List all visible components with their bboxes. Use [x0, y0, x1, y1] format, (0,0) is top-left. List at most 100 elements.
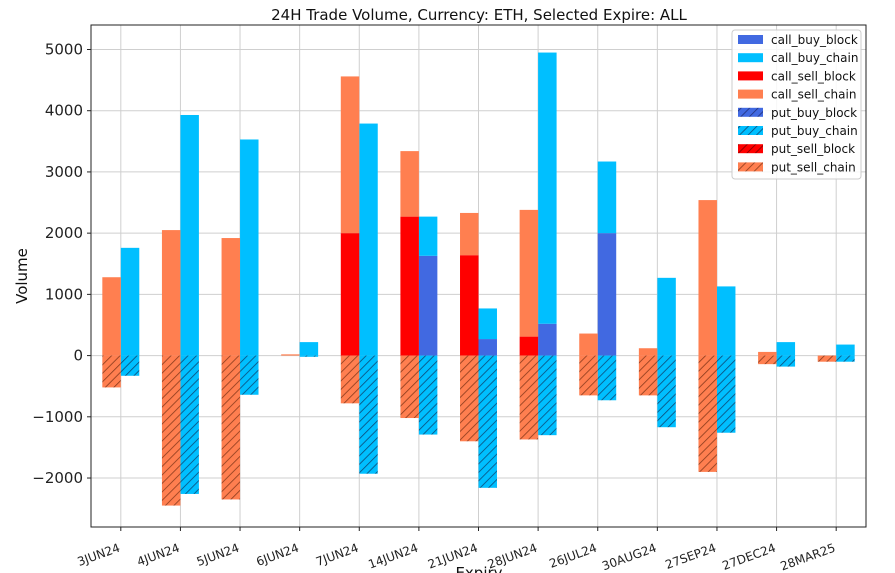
bar-put_buy_chain-7JUN24 — [359, 355, 378, 474]
legend-label-call_sell_chain: call_sell_chain — [771, 88, 856, 102]
x-tick-label: 26JUL24 — [547, 541, 598, 571]
bar-call_buy_chain-21JUN24 — [478, 308, 497, 340]
bar-put_buy_chain-28MAR25 — [836, 355, 855, 362]
y-axis: −2000 −1000 0 1000 2000 3000 4000 5000 — [32, 40, 91, 487]
y-tick-label: −1000 — [32, 408, 83, 426]
bar-put_buy_chain-4JUN24 — [180, 355, 199, 494]
x-tick-label: 14JUN24 — [366, 541, 420, 572]
legend-label-call_sell_block: call_sell_block — [771, 69, 856, 83]
y-tick-label: 2000 — [45, 224, 83, 242]
y-tick-label: 4000 — [45, 102, 83, 120]
bar-put_sell_chain-27DEC24 — [758, 355, 777, 365]
legend-label-put_buy_chain: put_buy_chain — [771, 124, 858, 138]
bar-call_buy_chain-7JUN24 — [359, 123, 378, 356]
bar-put_sell_chain-14JUN24 — [400, 355, 419, 419]
bar-call_buy_chain-3JUN24 — [120, 247, 140, 356]
legend-label-put_sell_chain: put_sell_chain — [771, 160, 856, 174]
legend-swatch-put_sell_chain — [738, 162, 763, 172]
bar-put_sell_chain-5JUN24 — [221, 355, 241, 500]
legend-swatch-call_sell_chain — [738, 89, 763, 99]
x-tick-label: 5JUN24 — [195, 541, 241, 569]
bar-call_buy_block-14JUN24 — [418, 255, 438, 356]
bar-call_sell_chain-28JUN24 — [519, 209, 539, 337]
bar-call_sell_chain-4JUN24 — [161, 230, 181, 356]
bar-put_sell_chain-27SEP24 — [698, 355, 717, 472]
legend-swatch-put_buy_block — [738, 107, 763, 117]
legend: call_buy_block call_buy_chain call_sell_bl… — [731, 29, 862, 180]
legend-swatch-put_sell_block — [738, 144, 763, 154]
bar-call_buy_block-28JUN24 — [538, 323, 557, 356]
y-axis-label: Volume — [13, 248, 31, 304]
bar-call_buy_chain-26JUL24 — [597, 161, 617, 234]
bar-call_buy_chain-30AUG24 — [657, 277, 676, 356]
bar-call_sell_block-28JUN24 — [519, 336, 539, 356]
bar-call_sell_chain-14JUN24 — [400, 151, 419, 217]
bar-call_buy_chain-6JUN24 — [299, 342, 319, 356]
bar-put_sell_chain-28MAR25 — [817, 355, 837, 362]
bar-call_sell_chain-21JUN24 — [460, 212, 479, 256]
bar-put_sell_chain-28JUN24 — [519, 355, 539, 440]
x-tick-label: 28MAR25 — [778, 541, 837, 573]
legend-label-call_buy_block: call_buy_block — [771, 33, 858, 47]
y-tick-label: 3000 — [45, 163, 83, 181]
bar-call_sell_block-21JUN24 — [460, 255, 479, 356]
bar-put_sell_chain-30AUG24 — [638, 355, 658, 396]
bar-put_buy_chain-21JUN24 — [478, 355, 497, 488]
bar-call_sell_chain-27DEC24 — [758, 351, 777, 356]
x-tick-label: 3JUN24 — [76, 541, 122, 569]
bar-call_buy_chain-4JUN24 — [180, 114, 199, 356]
bar-put_buy_chain-28JUN24 — [538, 355, 557, 436]
bar-put_buy_chain-27SEP24 — [716, 355, 736, 433]
x-tick-label: 27SEP24 — [663, 541, 718, 572]
bar-put_buy_chain-14JUN24 — [418, 355, 438, 435]
bar-call_sell_chain-27SEP24 — [698, 200, 717, 356]
y-tick-label: 1000 — [45, 285, 83, 303]
bar-call_sell_chain-6JUN24 — [281, 354, 300, 356]
bar-put_buy_chain-6JUN24 — [299, 355, 319, 357]
bar-call_buy_chain-14JUN24 — [418, 216, 438, 256]
bar-call_sell_chain-30AUG24 — [638, 348, 658, 356]
y-tick-label: −2000 — [32, 469, 83, 487]
y-tick-label: 5000 — [45, 40, 83, 58]
x-axis-label: Expiry — [455, 564, 502, 573]
legend-label-call_buy_chain: call_buy_chain — [771, 51, 858, 65]
x-tick-label: 6JUN24 — [254, 541, 300, 569]
legend-swatch-call_buy_block — [738, 35, 763, 44]
bar-put_buy_chain-5JUN24 — [240, 355, 259, 395]
legend-label-put_buy_block: put_buy_block — [771, 106, 857, 120]
bar-call_buy_chain-28JUN24 — [538, 52, 557, 324]
bar-call_buy_chain-28MAR25 — [836, 344, 855, 356]
legend-swatch-call_buy_chain — [738, 53, 763, 63]
legend-box — [731, 29, 862, 180]
x-tick-label: 4JUN24 — [135, 541, 181, 569]
bar-put_sell_chain-7JUN24 — [340, 355, 360, 404]
bar-put_sell_chain-4JUN24 — [161, 355, 181, 506]
legend-swatch-call_sell_block — [738, 71, 763, 81]
bars — [102, 52, 855, 506]
bar-call_buy_block-21JUN24 — [478, 339, 497, 356]
bar-put_sell_chain-26JUL24 — [579, 355, 598, 396]
x-tick-label: 30AUG24 — [600, 541, 658, 573]
bar-call_buy_chain-27DEC24 — [776, 342, 796, 356]
bar-call_sell_chain-26JUL24 — [579, 333, 598, 356]
bar-call_sell_chain-5JUN24 — [221, 238, 241, 356]
bar-put_buy_chain-3JUN24 — [120, 355, 140, 376]
x-tick-label: 7JUN24 — [314, 541, 360, 569]
bar-call_sell_chain-3JUN24 — [102, 277, 121, 356]
y-tick-label: 0 — [73, 347, 83, 365]
bar-put_sell_chain-3JUN24 — [102, 355, 121, 388]
bar-call_buy_block-26JUL24 — [597, 233, 617, 356]
bar-call_sell_chain-7JUN24 — [340, 76, 360, 234]
bar-call_buy_chain-5JUN24 — [240, 139, 259, 356]
legend-label-put_sell_block: put_sell_block — [771, 142, 855, 156]
x-tick-label: 27DEC24 — [720, 541, 777, 573]
bar-put_sell_chain-21JUN24 — [460, 355, 479, 442]
bar-call_buy_chain-27SEP24 — [716, 286, 736, 356]
chart-title: 24H Trade Volume, Currency: ETH, Selecte… — [271, 6, 687, 24]
legend-swatch-put_buy_chain — [738, 126, 763, 135]
bar-call_sell_block-7JUN24 — [340, 233, 360, 356]
bar-put_buy_chain-30AUG24 — [657, 355, 676, 428]
bar-call_sell_block-14JUN24 — [400, 216, 419, 356]
bar-put_buy_chain-26JUL24 — [597, 355, 617, 401]
